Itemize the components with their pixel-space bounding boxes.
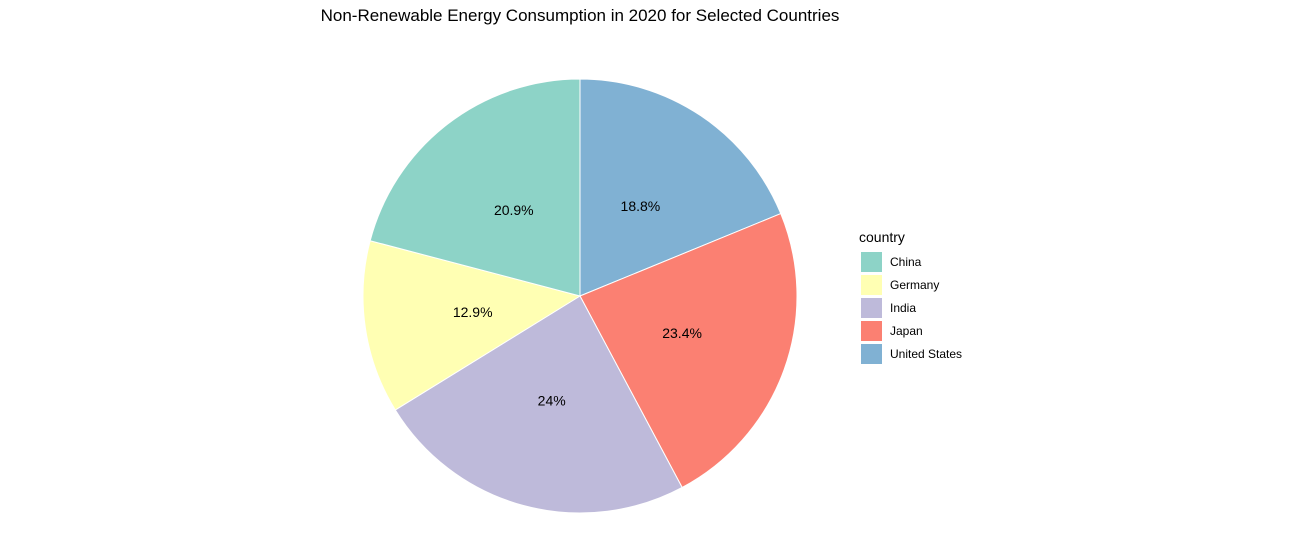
legend-title: country <box>859 229 905 245</box>
legend-key-china <box>861 252 882 272</box>
pie-slice-germany <box>362 240 582 411</box>
legend-label-united-states: United States <box>890 347 962 361</box>
pie-label-united-states: 18.8% <box>621 198 661 214</box>
pie-label-india: 24% <box>538 393 566 409</box>
pie-slice-labels: 18.8% 23.4% 24% 12.9% 20.9% <box>453 198 702 409</box>
legend-label-germany: Germany <box>890 278 939 292</box>
pie-slice-china <box>369 78 581 297</box>
chart-title: Non-Renewable Energy Consumption in 2020… <box>321 6 840 25</box>
legend: country China Germany India Japan United Sta… <box>859 229 962 364</box>
legend-label-india: India <box>890 301 916 315</box>
pie-label-japan: 23.4% <box>662 325 702 341</box>
pie-slice-japan <box>579 212 798 489</box>
legend-key-india <box>861 298 882 318</box>
legend-key-united-states <box>861 344 882 364</box>
legend-key-germany <box>861 275 882 295</box>
pie-slice-india <box>394 295 683 514</box>
pie-label-china: 20.9% <box>494 202 534 218</box>
legend-label-china: China <box>890 255 922 269</box>
legend-key-japan <box>861 321 882 341</box>
legend-label-japan: Japan <box>890 324 923 338</box>
pie-slice-united-states <box>579 78 782 297</box>
pie-label-germany: 12.9% <box>453 304 493 320</box>
pie-slices <box>362 78 798 514</box>
